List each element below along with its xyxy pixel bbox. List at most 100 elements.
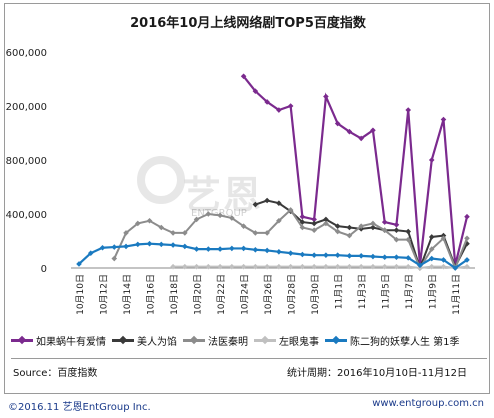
data-point <box>440 116 447 123</box>
legend-label: 如果蜗牛有爱情 <box>36 336 106 348</box>
x-tick-label: 10月16日 <box>146 274 157 315</box>
chart-frame: 2016年10月上线网络剧TOP5百度指数 艺恩 ENTGROUP 0 400,0… <box>4 3 490 394</box>
data-point <box>299 219 306 225</box>
data-point <box>393 263 400 270</box>
data-point <box>205 263 212 270</box>
data-point <box>252 88 259 94</box>
x-tick-label: 10月24日 <box>240 274 251 315</box>
y-tick-label: 800,000 <box>6 156 47 167</box>
data-point <box>87 250 94 256</box>
legend-label: 左眼鬼事 <box>279 336 319 348</box>
data-point <box>452 265 459 271</box>
data-point <box>276 249 282 255</box>
website-link[interactable]: www.entgroup.com.cn <box>372 398 484 409</box>
x-tick-label: 10月12日 <box>99 274 110 315</box>
data-point <box>276 107 282 113</box>
watermark-subtext: ENTGROUP <box>191 208 247 219</box>
x-tick-label: 10月22日 <box>216 274 227 315</box>
data-point <box>76 261 82 267</box>
data-point <box>464 235 470 242</box>
x-tick-label: 10月26日 <box>263 274 274 315</box>
legend-label: 法医秦明 <box>208 336 248 348</box>
x-tick-label: 11月1日 <box>334 274 345 309</box>
data-point <box>299 263 306 270</box>
x-tick-label: 10月10日 <box>75 274 86 315</box>
legend-label: 美人为馅 <box>137 336 177 348</box>
data-point <box>99 244 106 251</box>
data-point <box>311 216 317 223</box>
watermark-text: 艺恩 <box>183 173 264 217</box>
data-point <box>346 224 353 231</box>
data-point <box>428 263 435 270</box>
data-point <box>182 243 188 250</box>
data-point <box>393 227 400 233</box>
data-point <box>229 245 235 252</box>
data-point <box>299 251 306 258</box>
data-point <box>381 263 388 270</box>
data-point <box>276 217 282 224</box>
data-point <box>193 263 200 270</box>
data-point <box>405 236 412 243</box>
data-point <box>205 246 212 252</box>
data-point <box>217 246 223 252</box>
data-point <box>264 197 270 204</box>
data-point <box>381 219 388 225</box>
data-point <box>405 228 412 235</box>
x-tick-label: 11月7日 <box>404 274 415 309</box>
data-point <box>264 247 270 254</box>
data-point <box>381 254 388 260</box>
data-point <box>229 263 235 270</box>
data-point <box>428 157 435 163</box>
series-line <box>113 208 468 271</box>
chart-legend: 如果蜗牛有爱情 美人为馅 法医秦明 左眼鬼事 陈二狗的妖孽人生 第1季 <box>11 331 487 349</box>
data-point <box>193 216 200 223</box>
data-point <box>217 212 223 219</box>
data-point <box>323 220 329 227</box>
y-tick-label: 1,200,000 <box>5 102 47 113</box>
data-point <box>252 230 259 236</box>
data-point <box>323 252 329 258</box>
legend-item: 左眼鬼事 <box>254 333 319 348</box>
x-tick-label: 10月30日 <box>310 274 321 315</box>
data-point <box>334 223 341 229</box>
legend-item: 如果蜗牛有爱情 <box>11 333 106 348</box>
data-point <box>287 263 294 270</box>
data-point <box>370 220 376 227</box>
data-point <box>217 263 223 270</box>
data-point <box>323 216 329 223</box>
data-point <box>405 255 412 261</box>
x-tick-label: 11月5日 <box>381 274 392 309</box>
data-point <box>370 263 376 270</box>
data-point <box>440 235 447 242</box>
data-point <box>334 120 341 127</box>
data-point <box>111 255 118 262</box>
chart-title: 2016年10月上线网络剧TOP5百度指数 <box>130 16 366 31</box>
data-point <box>358 253 364 259</box>
data-point <box>299 224 306 231</box>
data-point <box>358 223 364 229</box>
data-point <box>346 253 353 259</box>
legend-swatch <box>112 335 134 344</box>
data-point <box>440 257 447 263</box>
data-point <box>240 223 247 229</box>
data-point <box>240 73 247 80</box>
data-point <box>393 254 400 260</box>
data-point <box>193 246 200 252</box>
data-point <box>428 246 435 252</box>
series-line <box>78 242 468 270</box>
y-tick-label: 0 <box>41 264 47 275</box>
x-tick-label: 11月9日 <box>428 274 439 309</box>
data-point <box>346 232 353 239</box>
data-point <box>346 263 353 270</box>
data-point <box>158 241 165 248</box>
data-point <box>182 263 188 270</box>
data-point <box>134 220 141 227</box>
data-point <box>370 224 376 231</box>
data-point <box>440 263 447 270</box>
data-point <box>158 224 165 231</box>
x-tick-label: 10月28日 <box>287 274 298 315</box>
data-point <box>323 263 329 270</box>
data-point <box>205 211 212 217</box>
data-point <box>334 252 341 258</box>
data-point <box>276 263 282 270</box>
